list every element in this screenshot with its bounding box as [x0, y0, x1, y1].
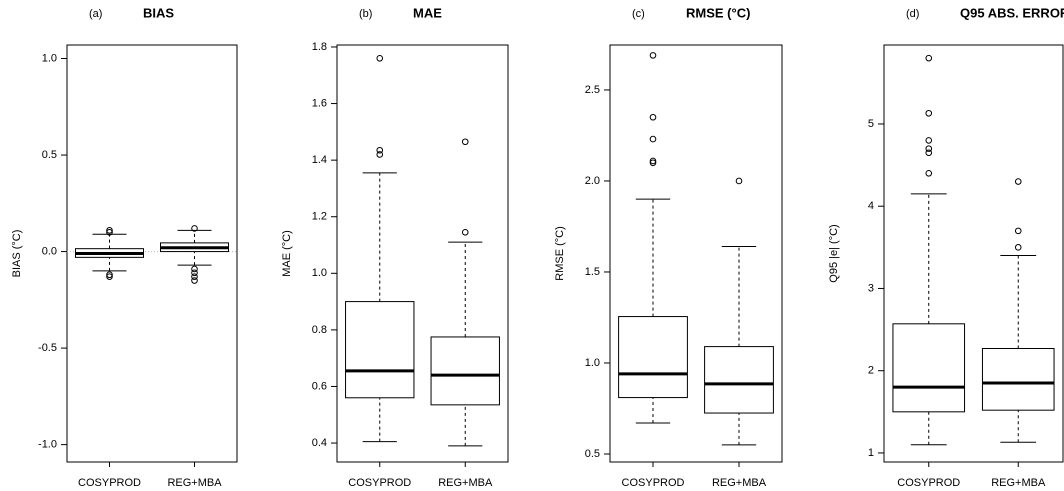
outlier	[649, 135, 657, 143]
y-tick-label: 2.0	[585, 175, 600, 187]
x-tick-label: REG+MBA	[712, 477, 767, 489]
y-axis-label: MAE (°C)	[281, 230, 293, 277]
outlier	[376, 54, 384, 62]
y-tick-label: 2.5	[585, 84, 600, 96]
y-tick-label: 0.4	[312, 437, 327, 449]
y-axis-label: RMSE (°C)	[554, 226, 566, 281]
x-tick-label: REG+MBA	[167, 477, 222, 489]
panel-title: BIAS	[143, 5, 174, 20]
y-tick-label: 0.5	[585, 448, 600, 460]
box	[618, 316, 688, 399]
y-tick-label: 0.5	[42, 149, 57, 161]
x-tick-label: REG+MBA	[438, 477, 493, 489]
outlier	[925, 109, 933, 117]
x-tick-label: COSYPROD	[348, 477, 411, 489]
panel-label: (a)	[89, 8, 102, 20]
y-tick-label: 5	[868, 118, 874, 130]
y-tick-label: 1.4	[312, 154, 327, 166]
plot-frame	[883, 44, 1064, 463]
outlier	[1014, 178, 1022, 185]
panel-title: MAE	[413, 5, 442, 20]
y-tick-label: -1.0	[38, 439, 57, 451]
y-tick-label: 3	[868, 282, 874, 294]
outlier	[106, 227, 113, 234]
outlier	[925, 170, 933, 177]
y-tick-label: 1.2	[312, 211, 327, 223]
x-tick-label: COSYPROD	[897, 477, 960, 489]
box	[892, 323, 966, 413]
y-tick-label: 1.0	[585, 357, 600, 369]
panel-title: Q95 ABS. ERROR	[960, 5, 1064, 20]
panel-label: (b)	[359, 8, 372, 20]
x-tick-label: COSYPROD	[78, 477, 141, 489]
outlier	[649, 159, 657, 167]
box	[704, 346, 774, 414]
panel-label: (d)	[906, 8, 919, 20]
outlier	[649, 113, 657, 121]
outlier	[191, 273, 198, 280]
outlier	[191, 265, 198, 273]
panel-title: RMSE (°C)	[686, 5, 750, 20]
outlier	[106, 271, 113, 279]
y-tick-label: 1.6	[312, 97, 327, 109]
box	[345, 301, 415, 399]
outlier	[191, 269, 198, 277]
outlier	[1014, 244, 1022, 251]
outlier	[925, 137, 933, 144]
box	[981, 347, 1055, 411]
y-tick-label: 4	[868, 200, 874, 212]
y-tick-label: 2	[868, 365, 874, 377]
outlier	[925, 149, 933, 157]
outlier	[106, 273, 113, 280]
outlier	[376, 151, 384, 158]
outlier	[191, 225, 198, 232]
plot-frame	[66, 44, 238, 463]
box	[430, 336, 500, 406]
outlier	[106, 228, 113, 236]
outlier	[461, 138, 469, 146]
outlier	[191, 277, 198, 284]
x-tick-label: REG+MBA	[991, 477, 1046, 489]
outlier	[1014, 227, 1022, 235]
y-axis-label: BIAS (°C)	[11, 230, 23, 278]
outlier	[376, 146, 384, 154]
y-tick-label: -0.5	[38, 342, 57, 354]
y-tick-label: 0.8	[312, 324, 327, 336]
y-tick-label: 0.6	[312, 380, 327, 392]
y-tick-label: 1.5	[585, 266, 600, 278]
plot-frame	[609, 44, 783, 463]
outlier	[925, 145, 933, 152]
outlier	[735, 177, 743, 185]
y-tick-label: 1	[868, 447, 874, 459]
outlier	[925, 54, 933, 62]
y-tick-label: 1.0	[312, 267, 327, 279]
x-tick-label: COSYPROD	[622, 477, 685, 489]
y-tick-label: 1.0	[42, 52, 57, 64]
outlier	[649, 157, 657, 165]
plot-frame	[336, 44, 509, 463]
outlier	[649, 52, 657, 59]
y-tick-label: 1.8	[312, 41, 327, 53]
outlier	[461, 228, 469, 236]
y-tick-label: 0.0	[42, 245, 57, 257]
y-axis-label: Q95 |e| (°C)	[828, 224, 840, 282]
panel-label: (c)	[632, 8, 645, 20]
